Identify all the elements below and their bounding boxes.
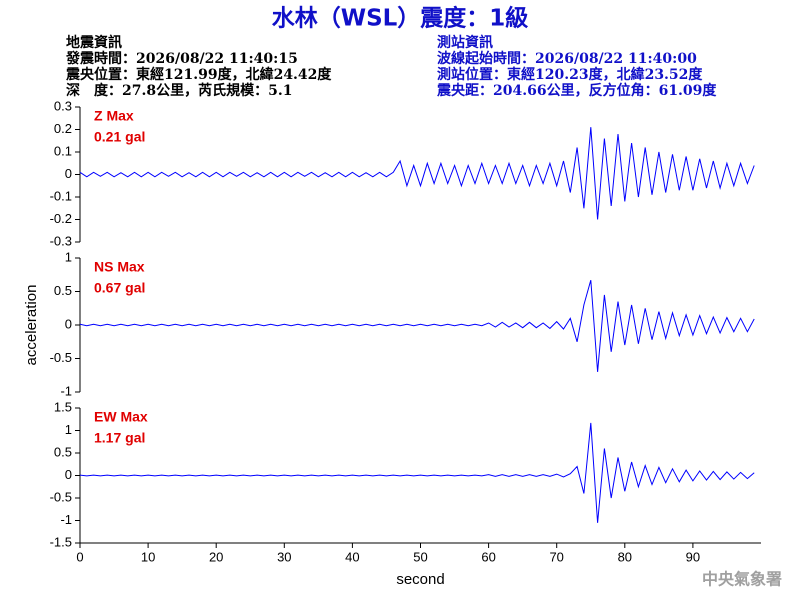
waveform (79, 279, 755, 372)
y-tick-label: 0 (65, 467, 72, 482)
y-tick-label: 0.3 (54, 98, 72, 113)
waveform (79, 127, 755, 220)
y-tick-label: -0.3 (50, 233, 72, 248)
y-tick-label: 0 (65, 316, 72, 331)
x-tick-label: 30 (277, 549, 291, 564)
x-tick-label: 90 (686, 549, 700, 564)
event-info: 深 度：27.8公里，芮氏規模：5.1 (66, 82, 292, 99)
annotation: EW Max (94, 409, 148, 425)
title: 水林（WSL）震度：1級 (272, 5, 529, 32)
x-tick-label: 80 (618, 549, 632, 564)
y-tick-label: 0.1 (54, 143, 72, 158)
y-tick-label: 1 (65, 422, 72, 437)
station-info: 測站資訊 (437, 34, 493, 51)
waveform (79, 422, 755, 523)
x-axis-label: second (396, 571, 444, 588)
annotation: NS Max (94, 259, 145, 275)
y-tick-label: 0.5 (54, 444, 72, 459)
x-tick-label: 60 (481, 549, 495, 564)
event-info: 震央位置：東經121.99度，北緯24.42度 (65, 66, 332, 83)
x-tick-label: 70 (549, 549, 563, 564)
y-tick-label: -1 (60, 512, 72, 527)
footer: 中央氣象署 (702, 570, 782, 589)
x-tick-label: 50 (413, 549, 427, 564)
y-tick-label: 0 (65, 166, 72, 181)
event-info: 地震資訊 (66, 34, 122, 51)
y-tick-label: -0.1 (50, 188, 72, 203)
x-tick-label: 10 (141, 549, 155, 564)
y-tick-label: 0.5 (54, 283, 72, 298)
y-tick-label: -1 (60, 383, 72, 398)
y-tick-label: 1 (65, 249, 72, 264)
annotation: 0.67 gal (94, 280, 145, 296)
y-tick-label: -1.5 (50, 534, 72, 549)
event-info: 發震時間：2026/08/22 11:40:15 (65, 50, 298, 67)
annotation: 1.17 gal (94, 430, 145, 446)
y-tick-label: 0.2 (54, 121, 72, 136)
annotation: Z Max (94, 108, 134, 124)
station-info: 波線起始時間：2026/08/22 11:40:00 (437, 50, 697, 67)
x-tick-label: 20 (209, 549, 223, 564)
x-tick-label: 0 (76, 549, 83, 564)
y-tick-label: -0.5 (50, 489, 72, 504)
y-tick-label: -0.2 (50, 211, 72, 226)
x-tick-label: 40 (345, 549, 359, 564)
station-info: 震央距：204.66公里，反方位角：61.09度 (436, 82, 717, 99)
annotation: 0.21 gal (94, 129, 145, 145)
y-tick-label: 1.5 (54, 399, 72, 414)
y-axis-label: acceleration (23, 285, 40, 366)
station-info: 測站位置：東經120.23度，北緯23.52度 (437, 66, 703, 83)
y-tick-label: -0.5 (50, 350, 72, 365)
